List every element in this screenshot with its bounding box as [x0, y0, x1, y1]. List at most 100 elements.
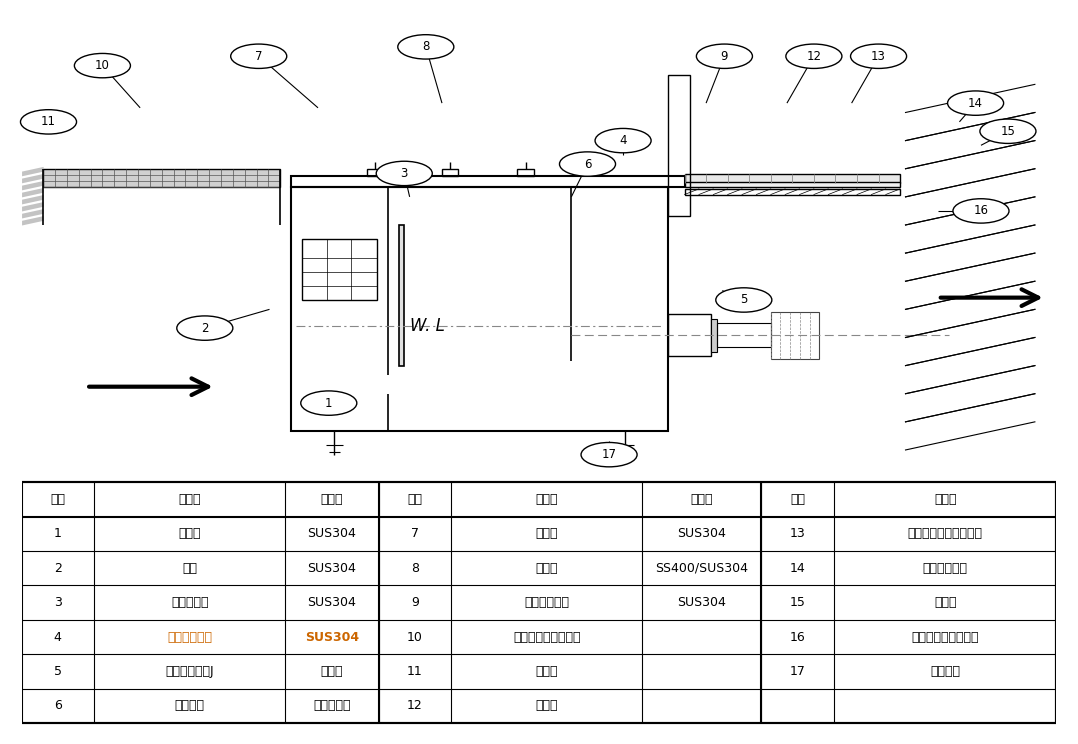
Text: 4: 4 [620, 134, 626, 147]
Text: SUS304: SUS304 [305, 631, 359, 644]
Text: ゴ　ム: ゴ ム [321, 665, 343, 678]
Circle shape [231, 44, 287, 68]
Text: 11: 11 [406, 665, 423, 678]
Text: 12: 12 [406, 699, 423, 713]
Text: 防水止フック: 防水止フック [167, 631, 212, 644]
Text: 材　質: 材 質 [691, 493, 714, 506]
Bar [668, 75, 690, 216]
Text: 7: 7 [411, 527, 419, 540]
Text: スライド板: スライド板 [171, 596, 208, 609]
Circle shape [398, 35, 454, 59]
Text: 17: 17 [602, 448, 617, 461]
Bar [442, 169, 458, 176]
Text: 4: 4 [54, 631, 61, 644]
Text: 品　名: 品 名 [179, 493, 201, 506]
Text: ふ　た: ふ た [536, 562, 558, 574]
Bar [685, 189, 900, 194]
Text: 品　名: 品 名 [536, 493, 558, 506]
Text: 本　体: 本 体 [179, 527, 201, 540]
Circle shape [980, 119, 1036, 144]
Bar [711, 318, 717, 352]
Text: Ｐ　Ｖ　Ｃ: Ｐ Ｖ Ｃ [314, 699, 350, 713]
Text: 9: 9 [411, 596, 418, 609]
Text: 17: 17 [790, 665, 805, 678]
Text: 14: 14 [790, 562, 805, 574]
Text: 3: 3 [401, 167, 407, 180]
Text: 1: 1 [326, 397, 332, 410]
Text: SUS304: SUS304 [678, 596, 727, 609]
Circle shape [74, 54, 130, 78]
Text: SUS304: SUS304 [307, 596, 357, 609]
Text: 増し打ちコンクリート: 増し打ちコンクリート [908, 527, 983, 540]
Text: 6: 6 [584, 158, 591, 170]
Circle shape [786, 44, 842, 68]
Bar [367, 169, 383, 176]
Text: 1: 1 [54, 527, 61, 540]
Bar [771, 312, 819, 359]
Text: 5: 5 [54, 665, 61, 678]
Text: 7: 7 [255, 50, 262, 62]
Bar [668, 314, 711, 356]
Circle shape [696, 44, 752, 68]
Text: SUS304: SUS304 [678, 527, 727, 540]
Text: 部番: 部番 [407, 493, 423, 506]
Text: 16: 16 [973, 205, 989, 217]
Text: 部番: 部番 [790, 493, 805, 506]
Text: 9: 9 [721, 50, 728, 62]
Circle shape [581, 443, 637, 466]
Text: 13: 13 [871, 50, 886, 62]
Text: スラブコンクリート: スラブコンクリート [911, 631, 979, 644]
Text: 16: 16 [790, 631, 805, 644]
Text: トラップ: トラップ [175, 699, 205, 713]
Text: SS400/SUS304: SS400/SUS304 [655, 562, 748, 574]
Circle shape [559, 152, 616, 176]
Text: 15: 15 [790, 596, 805, 609]
Text: 側　溝: 側 溝 [536, 665, 558, 678]
Circle shape [20, 109, 77, 134]
Text: 2: 2 [202, 321, 208, 335]
Circle shape [177, 316, 233, 340]
Text: 側溝用グレーチング: 側溝用グレーチング [513, 631, 581, 644]
Text: 受　枠: 受 枠 [536, 527, 558, 540]
Text: 13: 13 [790, 527, 805, 540]
Text: 吊り金具: 吊り金具 [930, 665, 960, 678]
Bar [302, 239, 377, 300]
Bar [399, 225, 404, 365]
Text: 12: 12 [806, 50, 821, 62]
Bar [291, 187, 668, 432]
Text: 3: 3 [54, 596, 61, 609]
Circle shape [851, 44, 907, 68]
Circle shape [948, 91, 1004, 115]
Text: 15: 15 [1000, 125, 1015, 138]
Text: 10: 10 [95, 59, 110, 72]
Bar [291, 176, 685, 187]
Circle shape [376, 161, 432, 185]
Text: 8: 8 [411, 562, 419, 574]
Text: 14: 14 [968, 97, 983, 109]
Bar [717, 324, 771, 347]
Text: タイル: タイル [536, 699, 558, 713]
Text: 材　質: 材 質 [321, 493, 343, 506]
Text: 6: 6 [54, 699, 61, 713]
Text: フレキシブルJ: フレキシブルJ [165, 665, 215, 678]
Text: 8: 8 [423, 40, 429, 54]
Bar [685, 174, 900, 183]
Text: 11: 11 [41, 115, 56, 129]
Text: SUS304: SUS304 [307, 527, 357, 540]
Text: 5: 5 [741, 293, 747, 307]
Text: 品　名: 品 名 [934, 493, 956, 506]
Text: 2: 2 [54, 562, 61, 574]
Text: 保護モルタル: 保護モルタル [923, 562, 968, 574]
Text: 受篭: 受篭 [182, 562, 197, 574]
Circle shape [301, 391, 357, 415]
Bar [685, 182, 900, 187]
Circle shape [953, 199, 1009, 223]
Text: SUS304: SUS304 [307, 562, 357, 574]
Text: 固定用ピース: 固定用ピース [524, 596, 569, 609]
Bar [517, 169, 534, 176]
Circle shape [716, 288, 772, 312]
Text: 部番: 部番 [51, 493, 66, 506]
Bar [43, 169, 280, 187]
Text: 10: 10 [406, 631, 423, 644]
Text: W. L: W. L [410, 317, 444, 335]
